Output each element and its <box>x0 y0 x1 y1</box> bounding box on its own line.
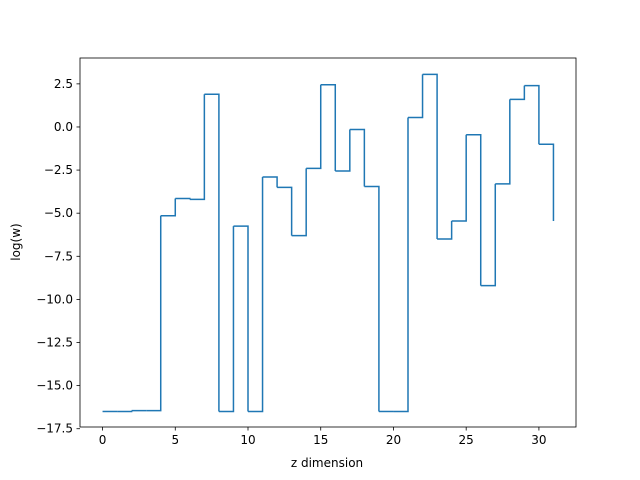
x-tick-label-5: 25 <box>459 433 474 447</box>
series-0-step-12 <box>277 186 293 236</box>
x-tick-label-4: 20 <box>386 433 401 447</box>
series-0-step-25 <box>466 133 482 286</box>
y-tick-label-2: −2.5 <box>44 163 73 177</box>
y-tick-label-6: −12.5 <box>36 336 73 350</box>
y-tick-label-1: 0.0 <box>54 120 73 134</box>
series-0-step-13 <box>291 168 307 237</box>
series-0-step-15 <box>320 83 337 171</box>
series-0-step-24 <box>451 134 467 222</box>
series-0-step-18 <box>364 185 380 412</box>
x-tick-label-3: 15 <box>313 433 328 447</box>
series-0-step-8 <box>218 226 235 413</box>
x-tick-label-0: 0 <box>99 433 107 447</box>
series-0-step-10 <box>248 176 264 413</box>
series-0-step-27 <box>495 99 511 185</box>
y-tick-label-5: −10.0 <box>36 292 73 306</box>
y-tick-label-7: −15.0 <box>36 379 73 393</box>
series-0-step-29 <box>524 84 540 145</box>
series-0-step-26 <box>480 183 497 287</box>
x-axis-label: z dimension <box>291 456 363 470</box>
x-tick-label-2: 10 <box>240 433 255 447</box>
series-0-step-22 <box>422 73 438 240</box>
series-0-step-7 <box>204 93 220 412</box>
y-tick-label-4: −7.5 <box>44 249 73 263</box>
y-axis-label: log(w) <box>9 223 23 260</box>
series-0-step-3 <box>146 215 162 412</box>
x-tick-label-6: 30 <box>531 433 546 447</box>
series-0-step-30 <box>538 143 555 221</box>
series-0-step-6 <box>189 94 206 201</box>
series-0-step-17 <box>349 128 366 187</box>
series-0-step-5 <box>175 197 191 200</box>
y-tick-label-0: 2.5 <box>54 77 73 91</box>
series-0-step-4 <box>160 198 177 217</box>
series-0-step-21 <box>408 74 424 119</box>
series-0-step-14 <box>306 84 322 170</box>
series-0-step-11 <box>262 176 278 188</box>
series-0-step-9 <box>233 225 249 412</box>
series-0-step-20 <box>393 117 409 413</box>
axes-frame <box>79 57 577 428</box>
series-0-step-16 <box>335 129 351 172</box>
series-0-step-23 <box>437 220 453 240</box>
series-0-step-1 <box>117 410 133 413</box>
x-tick-label-1: 5 <box>171 433 179 447</box>
y-tick-label-8: −17.5 <box>36 422 73 436</box>
series-0-step-28 <box>509 85 526 101</box>
y-tick-label-3: −5.0 <box>44 206 73 220</box>
